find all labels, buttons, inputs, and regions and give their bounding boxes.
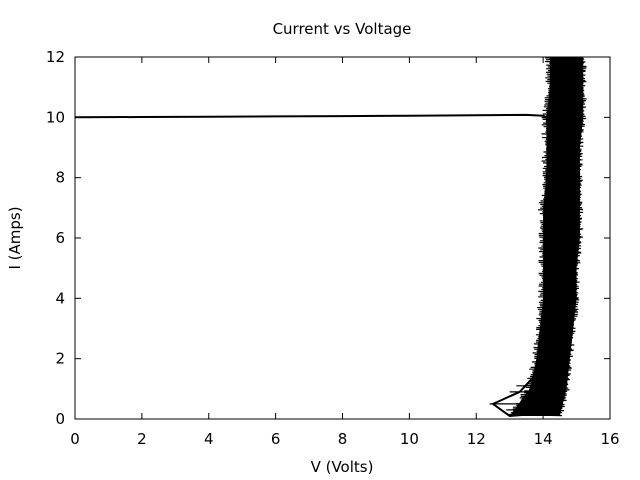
y-axis-label: I (Amps) — [6, 206, 24, 269]
x-tick-label: 0 — [70, 430, 80, 448]
y-tick-label: 10 — [46, 108, 65, 126]
x-tick-label: 8 — [338, 430, 348, 448]
x-tick-label: 6 — [271, 430, 281, 448]
plot-frame — [74, 56, 611, 420]
y-tick-label: 12 — [46, 48, 65, 66]
plot-area — [74, 56, 587, 418]
x-tick-label: 12 — [467, 430, 486, 448]
x-tick-label: 14 — [534, 430, 553, 448]
y-tick-label: 2 — [55, 350, 65, 368]
x-tick-label: 16 — [600, 430, 619, 448]
y-tick-label: 6 — [55, 229, 65, 247]
y-tick-label: 8 — [55, 169, 65, 187]
ticks: 0 2 4 6 8 10 12 14 16 0 2 4 6 8 10 12 — [46, 48, 620, 448]
x-tick-label: 4 — [204, 430, 214, 448]
y-tick-label: 0 — [55, 410, 65, 428]
band-scribble — [489, 57, 587, 417]
y-tick-label: 4 — [55, 289, 65, 307]
series-line-0 — [74, 56, 561, 418]
chart-title: Current vs Voltage — [273, 20, 412, 38]
x-tick-label: 2 — [137, 430, 147, 448]
x-axis-label: V (Volts) — [311, 458, 374, 476]
x-tick-label: 10 — [400, 430, 419, 448]
